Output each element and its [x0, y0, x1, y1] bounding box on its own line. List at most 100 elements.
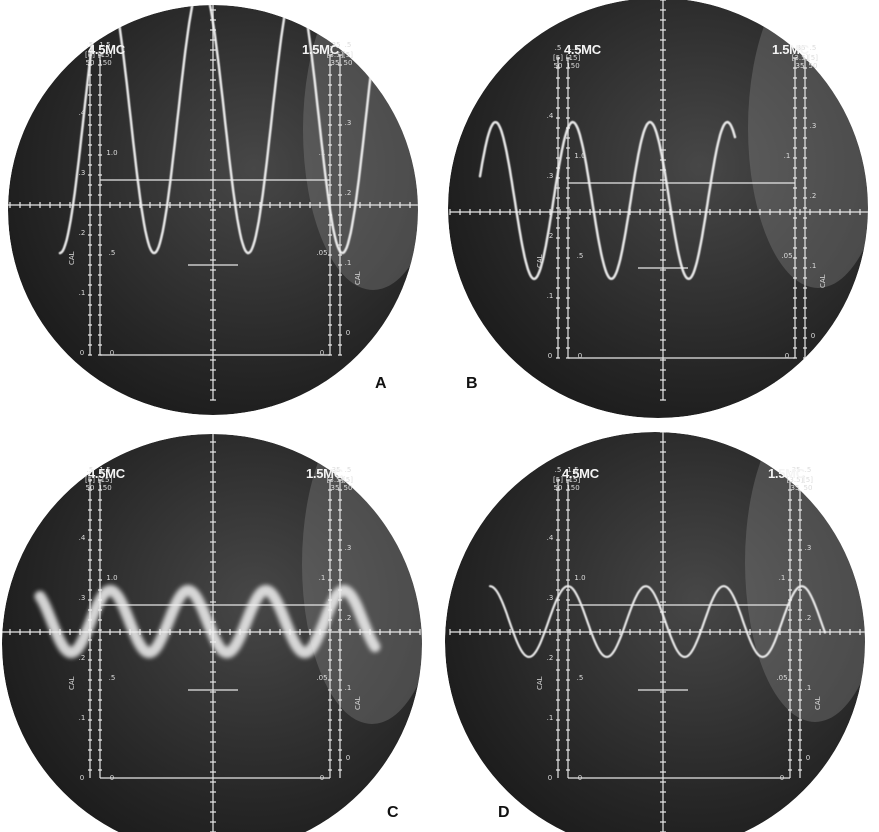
- scale-label: 50: [86, 484, 95, 492]
- scale-label: .4: [79, 534, 86, 542]
- scale-label: .4: [547, 534, 554, 542]
- waveform-trace: [34, 584, 381, 659]
- scale-label: 50: [809, 62, 818, 70]
- scale-label: .2: [79, 229, 86, 237]
- scale-label: .3: [79, 594, 86, 602]
- scope-photo-b: .5 [5] 50 1.5 [15] 150.4.3.2.1 0 1.0.5 0.35 [3.5]…: [448, 0, 870, 418]
- panel-letter: D: [498, 804, 510, 821]
- cal-label: CAL: [354, 271, 362, 285]
- scale-label: 0: [578, 774, 582, 782]
- scale-label: [5]: [803, 476, 813, 484]
- screen-area: [445, 432, 865, 832]
- scale-label: .1: [319, 149, 326, 157]
- scale-label: 35: [331, 59, 340, 67]
- scale-label: .05: [316, 249, 327, 257]
- crt-face: [445, 432, 865, 832]
- scale-label: .3: [79, 169, 86, 177]
- scale-label: 50: [344, 484, 353, 492]
- scale-label: .5: [109, 249, 116, 257]
- scope-photo-d: .5 [5] 50 1.5 [15] 150.4.3.2.1 0 1.0.5 0.35 [3.5]…: [445, 432, 870, 832]
- scale-label: 1.0: [106, 149, 117, 157]
- cal-label: CAL: [536, 676, 544, 690]
- scale-label: .35: [329, 41, 340, 49]
- scale-label: 150: [566, 62, 579, 70]
- cal-label: CAL: [354, 696, 362, 710]
- scale-label: .5: [345, 466, 352, 474]
- cal-label: CAL: [819, 274, 827, 288]
- scale-label: 1.5: [99, 41, 110, 49]
- scope-screen-b: .5[5]501.5[15]150.4.3.2.101.0.50.35[3.5]…: [448, 0, 868, 418]
- scale-label: [15]: [566, 476, 581, 484]
- scale-label: 0: [785, 352, 789, 360]
- scale-label: .2: [547, 654, 554, 662]
- panel-letter: C: [387, 804, 399, 821]
- right-channel-label: 1.5MC: [302, 42, 339, 57]
- glass-reflection: [745, 432, 865, 722]
- scale-label: .35: [329, 466, 340, 474]
- cal-label: CAL: [68, 251, 76, 265]
- scale-label: .5: [87, 41, 94, 49]
- scale-label: 0: [780, 774, 784, 782]
- scale-label: .1: [784, 152, 791, 160]
- scale-label: .05: [776, 674, 787, 682]
- scale-label: [5]: [553, 54, 563, 62]
- screen-area: [2, 434, 422, 832]
- waveform-trace: [488, 585, 827, 659]
- cal-label: CAL: [536, 254, 544, 268]
- cal-label: CAL: [68, 676, 76, 690]
- scale-label: .5: [805, 466, 812, 474]
- scale-label: .2: [345, 614, 352, 622]
- scale-label: [5]: [808, 54, 818, 62]
- scale-label: 0: [811, 332, 815, 340]
- scale-label: .35: [794, 44, 805, 52]
- scale-label: 0: [320, 774, 324, 782]
- scale-label: 150: [566, 484, 579, 492]
- scale-label: .3: [547, 594, 554, 602]
- scope-screen-c: .5[5]501.5[15]150.4.3.2.101.0.50.35[3.5]…: [2, 434, 422, 832]
- scope-photo-c: .5 [5] 50 1.5 [15] 150.4.3.2.1 0 1.0.5 0.35 [3.5]…: [0, 432, 422, 832]
- panel-letter: B: [466, 375, 478, 392]
- scale-label: .2: [345, 189, 352, 197]
- scale-label: 0: [578, 352, 582, 360]
- scale-label: [5]: [343, 51, 353, 59]
- scale-label: 50: [86, 59, 95, 67]
- scale-label: .2: [805, 614, 812, 622]
- scale-label: [5]: [343, 476, 353, 484]
- scale-label: .3: [547, 172, 554, 180]
- scale-label: .05: [316, 674, 327, 682]
- scale-label: [3.5]: [787, 476, 804, 484]
- scale-label: .1: [345, 259, 352, 267]
- scale-label: .5: [345, 41, 352, 49]
- scale-label: [15]: [566, 54, 581, 62]
- scale-label: 1.5: [567, 466, 578, 474]
- scale-label: .1: [805, 684, 812, 692]
- scale-label: 35: [796, 62, 805, 70]
- scale-label: [3.5]: [792, 54, 809, 62]
- scale-label: 0: [346, 754, 350, 762]
- scale-label: .1: [779, 574, 786, 582]
- scale-label: .1: [319, 574, 326, 582]
- right-channel-label: 1.5MC: [768, 466, 805, 481]
- scale-label: .4: [547, 112, 554, 120]
- scale-label: [5]: [85, 51, 95, 59]
- scale-label: 1.0: [574, 574, 585, 582]
- scale-label: 0: [548, 352, 552, 360]
- waveform-trace: [58, 5, 382, 255]
- scale-label: .05: [781, 252, 792, 260]
- scale-label: [15]: [98, 476, 113, 484]
- scale-label: .3: [345, 119, 352, 127]
- scale-label: 1.0: [106, 574, 117, 582]
- right-channel-label: 1.5MC: [306, 466, 343, 481]
- scale-label: .3: [810, 122, 817, 130]
- scale-label: 50: [554, 62, 563, 70]
- scale-label: .5: [555, 466, 562, 474]
- scale-label: .5: [109, 674, 116, 682]
- scale-label: 50: [554, 484, 563, 492]
- scale-label: .5: [810, 44, 817, 52]
- scale-label: .5: [555, 44, 562, 52]
- scale-label: .1: [79, 289, 86, 297]
- scope-photo-a: .5 [5] 50 1.5 [15] 150.4.3.2.1 0 1.0.5 0.35 [3.5]…: [0, 0, 420, 415]
- scale-label: [3.5]: [327, 476, 344, 484]
- scale-label: 0: [346, 329, 350, 337]
- scale-label: .5: [87, 466, 94, 474]
